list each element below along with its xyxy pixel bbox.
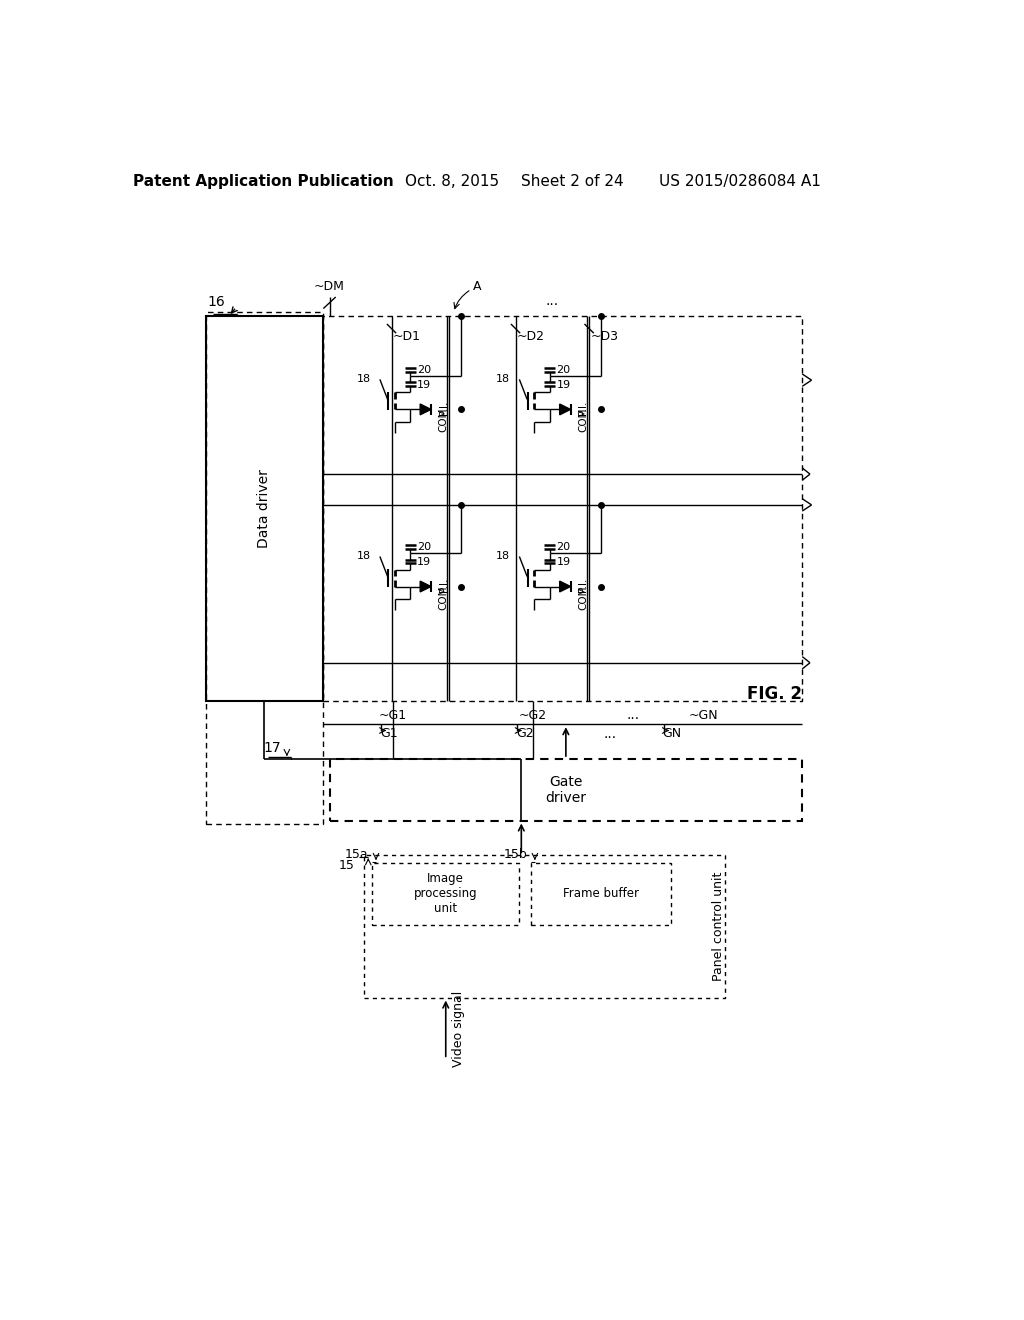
Text: FIG. 2: FIG. 2 [748, 685, 802, 702]
Text: 18: 18 [356, 552, 371, 561]
Bar [372, 863, 519, 924]
Text: COM: COM [438, 408, 449, 433]
Text: 19: 19 [557, 380, 570, 389]
Text: Sheet 2 of 24: Sheet 2 of 24 [521, 174, 624, 189]
Text: ...: ... [546, 294, 558, 308]
Text: GN: GN [663, 727, 682, 741]
Bar [206, 313, 324, 825]
Text: US 2015/0286084 A1: US 2015/0286084 A1 [659, 174, 821, 189]
Text: Video signal: Video signal [452, 990, 465, 1067]
Text: COM: COM [579, 585, 588, 610]
Text: 15: 15 [338, 859, 354, 873]
Text: 16: 16 [208, 294, 225, 309]
Text: 18: 18 [356, 375, 371, 384]
Text: 19: 19 [417, 380, 431, 389]
Text: ...: ... [627, 708, 640, 722]
Text: Frame buffer: Frame buffer [563, 887, 639, 900]
Text: P.I.: P.I. [579, 401, 588, 414]
Text: P.I.: P.I. [579, 578, 588, 593]
Bar [531, 863, 671, 924]
Text: G1: G1 [380, 727, 398, 741]
Text: A: A [473, 280, 481, 293]
Text: 19: 19 [557, 557, 570, 566]
Text: P.I.: P.I. [438, 401, 449, 414]
Bar [330, 759, 802, 821]
Text: 15a: 15a [345, 847, 369, 861]
Polygon shape [420, 581, 431, 591]
Text: ~D2: ~D2 [517, 330, 545, 343]
Text: COM: COM [438, 585, 449, 610]
Text: Panel control unit: Panel control unit [712, 871, 725, 981]
Text: ~GN: ~GN [688, 709, 718, 722]
Text: 18: 18 [496, 375, 510, 384]
Bar [206, 317, 324, 701]
Bar [365, 855, 725, 998]
Polygon shape [420, 404, 431, 414]
Text: Patent Application Publication: Patent Application Publication [133, 174, 394, 189]
Text: G2: G2 [516, 727, 534, 741]
Text: ~D1: ~D1 [393, 330, 421, 343]
Text: 19: 19 [417, 557, 431, 566]
Polygon shape [560, 581, 570, 591]
Text: 20: 20 [417, 543, 431, 552]
Text: Gate
driver: Gate driver [546, 775, 587, 805]
Text: 17: 17 [263, 741, 282, 755]
Text: Oct. 8, 2015: Oct. 8, 2015 [404, 174, 499, 189]
Text: ~G1: ~G1 [379, 709, 408, 722]
Bar [324, 317, 802, 701]
Text: 20: 20 [557, 543, 570, 552]
Text: P.I.: P.I. [438, 578, 449, 593]
Text: 20: 20 [557, 366, 570, 375]
Polygon shape [560, 404, 570, 414]
Text: Data driver: Data driver [257, 470, 271, 548]
Text: 18: 18 [496, 552, 510, 561]
Text: ~DM: ~DM [314, 280, 345, 293]
Text: ~G2: ~G2 [518, 709, 547, 722]
Text: COM: COM [579, 408, 588, 433]
Text: 20: 20 [417, 366, 431, 375]
Text: Image
processing
unit: Image processing unit [414, 873, 477, 915]
Text: 15b: 15b [504, 847, 527, 861]
Text: ~D3: ~D3 [591, 330, 618, 343]
Text: ...: ... [603, 726, 616, 741]
